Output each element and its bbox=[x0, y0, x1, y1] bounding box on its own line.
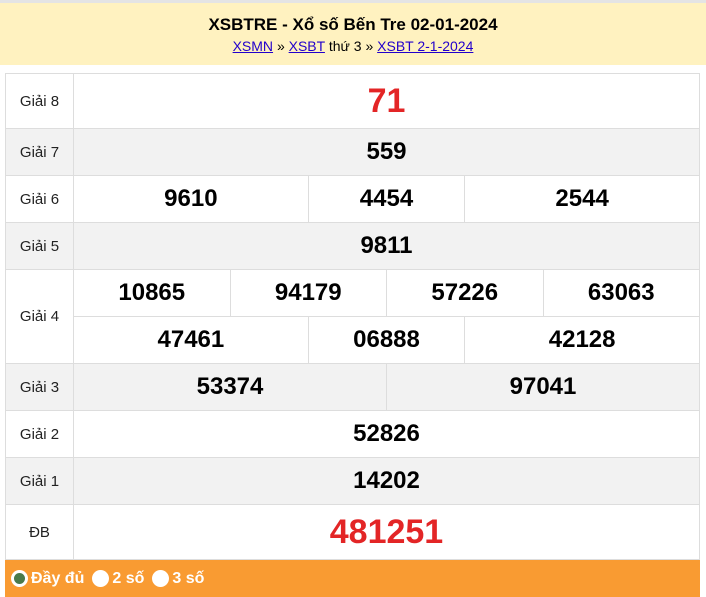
option-label: 3 số bbox=[172, 569, 205, 587]
prize-label: Giải 2 bbox=[5, 410, 74, 458]
crumb-xsmn[interactable]: XSMN bbox=[232, 38, 274, 54]
crumb-day: thứ 3 bbox=[328, 38, 362, 54]
row-giai-4: Giải 4 10865 94179 57226 63063 bbox=[5, 269, 700, 364]
prize-number: 71 bbox=[73, 73, 700, 129]
prize-number: 53374 bbox=[73, 363, 387, 411]
prize-number: 481251 bbox=[73, 504, 700, 560]
prize-number: 06888 bbox=[307, 316, 466, 364]
option-3-digits[interactable]: 3 số bbox=[152, 570, 204, 588]
prize-label: Giải 6 bbox=[5, 175, 74, 223]
page-title: XSBTRE - Xổ số Bến Tre 02-01-2024 bbox=[208, 15, 498, 34]
prize-label: Giải 4 bbox=[5, 269, 74, 364]
prize-number: 559 bbox=[73, 128, 700, 176]
row-giai-4-b: 47461 06888 42128 bbox=[6, 316, 700, 364]
display-options: Đầy đủ 2 số 3 số bbox=[5, 560, 700, 597]
crumb-date[interactable]: XSBT 2-1-2024 bbox=[377, 38, 474, 54]
radio-icon[interactable] bbox=[92, 570, 110, 587]
prize-number: 42128 bbox=[464, 316, 700, 364]
prize-number: 10865 bbox=[73, 269, 231, 317]
row-giai-7: Giải 7 559 bbox=[5, 128, 700, 176]
row-giai-8: Giải 8 71 bbox=[5, 73, 700, 129]
row-dac-biet: ĐB 481251 bbox=[5, 504, 700, 560]
prize-number: 47461 bbox=[73, 316, 309, 364]
row-giai-3: Giải 3 53374 97041 bbox=[5, 363, 700, 411]
prize-number: 94179 bbox=[229, 269, 387, 317]
prize-number: 63063 bbox=[542, 269, 700, 317]
breadcrumb: XSMN » XSBT thứ 3 » XSBT 2-1-2024 bbox=[0, 38, 706, 54]
radio-icon[interactable] bbox=[152, 570, 170, 587]
radio-selected-icon[interactable] bbox=[11, 570, 28, 587]
row-giai-2: Giải 2 52826 bbox=[5, 410, 700, 458]
option-2-digits[interactable]: 2 số bbox=[92, 570, 144, 588]
row-giai-1: Giải 1 14202 bbox=[5, 457, 700, 505]
crumb-sep: » bbox=[276, 38, 285, 54]
option-label: 2 số bbox=[112, 569, 145, 587]
prize-number: 9610 bbox=[73, 175, 309, 223]
row-giai-5: Giải 5 9811 bbox=[5, 222, 700, 270]
option-full[interactable]: Đầy đủ bbox=[11, 570, 84, 588]
prize-label: Giải 3 bbox=[5, 363, 74, 411]
prize-label: Giải 7 bbox=[5, 128, 74, 176]
results-table: Giải 8 71 Giải 7 559 Giải 6 9610 4454 2544 G… bbox=[5, 73, 700, 560]
prize-number: 9811 bbox=[73, 222, 700, 270]
prize-label: Giải 8 bbox=[5, 73, 74, 129]
prize-label: Giải 5 bbox=[5, 222, 74, 270]
prize-number: 2544 bbox=[464, 175, 700, 223]
prize-number: 14202 bbox=[73, 457, 700, 505]
crumb-sep: » bbox=[365, 38, 374, 54]
prize-number: 57226 bbox=[386, 269, 544, 317]
prize-number: 4454 bbox=[307, 175, 466, 223]
option-label: Đầy đủ bbox=[31, 569, 85, 587]
header: XSBTRE - Xổ số Bến Tre 02-01-2024 XSMN »… bbox=[0, 3, 706, 65]
row-giai-6: Giải 6 9610 4454 2544 bbox=[5, 175, 700, 223]
prize-label: Giải 1 bbox=[5, 457, 74, 505]
crumb-xsbt[interactable]: XSBT bbox=[288, 38, 325, 54]
prize-number: 97041 bbox=[386, 363, 700, 411]
prize-number: 52826 bbox=[73, 410, 700, 458]
top-border bbox=[0, 0, 706, 3]
prize-label: ĐB bbox=[5, 504, 74, 560]
